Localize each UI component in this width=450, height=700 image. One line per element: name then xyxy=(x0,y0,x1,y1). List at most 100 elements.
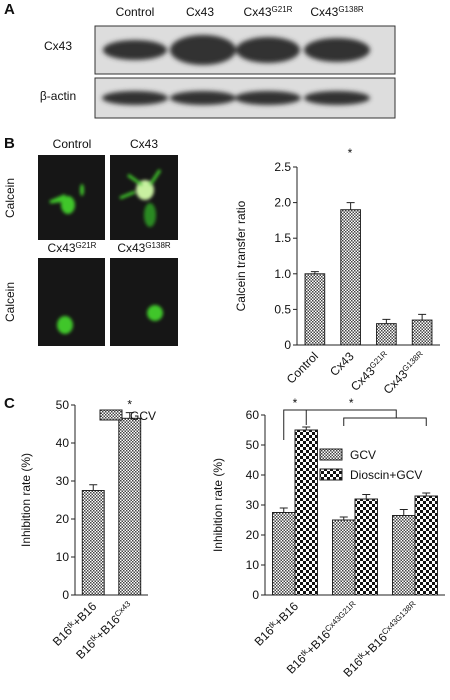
bar xyxy=(411,319,433,346)
text-part: Cx43 xyxy=(130,137,158,151)
y-tick-label: 0.5 xyxy=(274,302,291,316)
y-tick-label: 30 xyxy=(56,474,70,488)
text-part: Cx43 xyxy=(244,5,272,19)
error-bar xyxy=(279,507,288,513)
bar xyxy=(304,273,326,346)
text-part: Cx43 xyxy=(310,5,338,19)
y-tick-label: 40 xyxy=(56,436,70,450)
blot-row-label: Cx43 xyxy=(44,39,72,53)
text-part: Control xyxy=(53,137,92,151)
error-bar xyxy=(346,202,355,210)
y-tick-label: 0 xyxy=(252,588,259,602)
image-title: Cx43G138R xyxy=(117,241,171,256)
y-tick-label: 10 xyxy=(56,550,70,564)
bar xyxy=(294,429,318,596)
y-tick-label: 60 xyxy=(246,408,260,422)
bar xyxy=(354,498,378,596)
error-bar xyxy=(89,484,98,491)
y-axis-label: Inhibition rate (%) xyxy=(211,458,225,552)
y-tick-label: 40 xyxy=(246,468,260,482)
blot-column-label: Control xyxy=(116,5,155,19)
blot xyxy=(94,25,396,119)
error-bar xyxy=(362,494,371,499)
blot-row-label: β-actin xyxy=(40,89,76,103)
superscript: G21R xyxy=(367,349,388,370)
y-tick-label: 20 xyxy=(246,528,260,542)
bar xyxy=(81,490,105,596)
y-tick-label: 30 xyxy=(246,498,260,512)
superscript: G138R xyxy=(400,349,424,373)
legend-label: GCV xyxy=(130,409,156,423)
superscript: tk xyxy=(266,618,277,629)
error-bar xyxy=(418,313,427,321)
bar xyxy=(272,512,296,596)
error-bar xyxy=(399,509,408,516)
superscript: G21R xyxy=(272,5,293,14)
text-part: Cx43 xyxy=(117,241,145,255)
y-tick-label: 0 xyxy=(284,338,291,352)
bar xyxy=(414,495,438,596)
superscript: tk xyxy=(88,631,99,642)
annotation: * xyxy=(127,397,132,411)
text-part: +B16 xyxy=(69,599,99,629)
row-label: Calcein xyxy=(3,178,17,218)
text-part: +B16 xyxy=(271,599,301,629)
superscript: tk xyxy=(65,618,76,629)
panel-label: B xyxy=(4,135,15,152)
text-part: Control xyxy=(116,5,155,19)
superscript: Cx43G138R xyxy=(380,599,418,637)
error-bar xyxy=(125,412,134,419)
text-part: Cx43 xyxy=(327,349,357,379)
x-tick-label: Cx43 xyxy=(327,349,357,379)
text-part: Control xyxy=(284,349,321,386)
superscript: G21R xyxy=(76,241,97,250)
bar xyxy=(340,209,361,346)
blot-column-label: Cx43G138R xyxy=(310,5,364,20)
superscript: G138R xyxy=(338,5,364,14)
annotation: * xyxy=(293,396,298,410)
blot-column-label: Cx43 xyxy=(186,5,214,19)
y-tick-label: 20 xyxy=(56,512,70,526)
bar xyxy=(392,515,416,596)
superscript: Cx43G21R xyxy=(323,599,358,634)
text-part: Cx43 xyxy=(48,241,76,255)
y-tick-label: 2.5 xyxy=(274,160,291,174)
y-tick-label: 1.5 xyxy=(274,231,291,245)
panel-label: C xyxy=(4,395,15,412)
legend-swatch xyxy=(319,448,343,461)
legend-swatch xyxy=(99,409,123,421)
text-part: Cx43 xyxy=(186,5,214,19)
y-axis-label: Inhibition rate (%) xyxy=(19,453,33,547)
annotation: * xyxy=(349,396,354,410)
superscript: G138R xyxy=(145,241,171,250)
superscript: Cx43 xyxy=(112,598,132,618)
superscript: tk xyxy=(355,649,366,660)
micrographs xyxy=(38,155,178,346)
error-bar xyxy=(339,516,348,520)
annotation: * xyxy=(348,146,353,160)
x-tick-label: B16tk+B16 xyxy=(251,599,301,649)
image-title: Cx43 xyxy=(130,137,158,151)
y-axis-label: Calcein transfer ratio xyxy=(234,200,248,311)
y-tick-label: 50 xyxy=(246,438,260,452)
legend-label: GCV xyxy=(350,448,376,462)
y-tick-label: 2.0 xyxy=(274,196,291,210)
error-bar xyxy=(302,426,311,430)
error-bar xyxy=(422,492,431,496)
legend-swatch xyxy=(319,468,343,481)
superscript: tk xyxy=(298,646,309,657)
error-bar xyxy=(310,271,319,274)
y-tick-label: 1.0 xyxy=(274,267,291,281)
bar xyxy=(118,417,142,596)
y-tick-label: 50 xyxy=(56,398,70,412)
panel-label: A xyxy=(4,1,15,18)
blot-column-label: Cx43G21R xyxy=(244,5,293,20)
bar xyxy=(376,323,397,346)
y-tick-label: 0 xyxy=(62,588,69,602)
image-title: Cx43G21R xyxy=(48,241,97,256)
image-title: Control xyxy=(53,137,92,151)
significance-bracket xyxy=(283,409,427,440)
legend-label: Dioscin+GCV xyxy=(350,468,422,482)
bar xyxy=(332,519,356,596)
